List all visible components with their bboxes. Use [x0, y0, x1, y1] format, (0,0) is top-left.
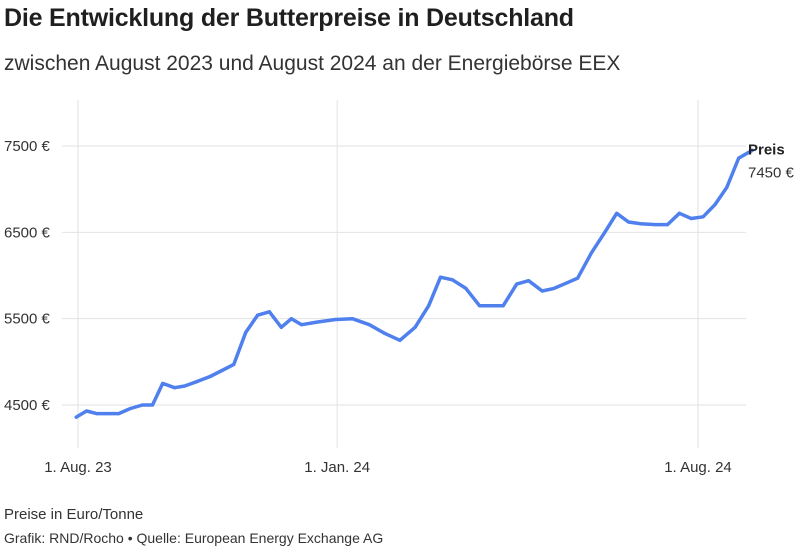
- data-point: [677, 211, 681, 215]
- data-point: [220, 368, 224, 373]
- unit-note: Preise in Euro/Tonne: [4, 506, 144, 523]
- y-tick-label: 5500 €: [4, 311, 51, 328]
- data-point: [105, 412, 109, 416]
- data-point: [438, 275, 443, 279]
- data-point: [279, 325, 283, 329]
- data-point: [413, 325, 417, 329]
- data-point: [638, 222, 643, 226]
- data-point: [194, 380, 199, 384]
- x-tick-label: 1. Jan. 24: [304, 459, 370, 476]
- data-point: [74, 415, 78, 419]
- x-tick-label: 1. Aug. 23: [44, 459, 112, 476]
- data-point: [603, 230, 607, 234]
- series-line-preis: [74, 148, 754, 419]
- data-point: [255, 313, 260, 317]
- data-point: [464, 286, 468, 291]
- data-point: [477, 304, 482, 308]
- data-point: [576, 276, 580, 280]
- data-point: [450, 278, 454, 282]
- data-point: [367, 323, 371, 327]
- data-point: [398, 338, 402, 342]
- data-point: [232, 362, 236, 367]
- data-point: [527, 279, 531, 283]
- data-point: [713, 203, 717, 207]
- data-point: [589, 251, 593, 255]
- grid: [62, 100, 746, 448]
- x-tick-label: 1. Aug. 24: [664, 459, 732, 476]
- data-point: [665, 222, 670, 227]
- data-point: [128, 406, 133, 411]
- x-axis-ticks: 1. Aug. 23 1. Jan. 24 1. Aug. 24: [44, 459, 732, 476]
- y-tick-label: 6500 €: [4, 224, 51, 241]
- data-point: [315, 320, 319, 324]
- chart-title: Die Entwicklung der Butterpreise in Deut…: [4, 4, 574, 32]
- source-credit: Grafik: RND/Rocho • Quelle: European Ene…: [4, 530, 384, 546]
- data-point: [333, 317, 338, 322]
- data-point: [300, 323, 304, 327]
- data-point: [552, 286, 556, 291]
- end-labels: Preis 7450 €: [748, 141, 795, 181]
- data-point: [701, 215, 705, 219]
- data-point: [737, 156, 741, 160]
- data-point: [383, 331, 387, 335]
- data-point: [183, 384, 187, 388]
- data-point: [172, 386, 177, 390]
- data-point: [654, 222, 658, 227]
- chart-subtitle: zwischen August 2023 und August 2024 an …: [4, 52, 621, 75]
- data-point: [289, 317, 294, 321]
- data-point: [540, 289, 544, 293]
- data-point: [117, 412, 121, 416]
- y-axis-ticks: 4500 € 5500 € 6500 € 7500 €: [4, 138, 51, 414]
- series-end-label: Preis: [748, 141, 785, 158]
- series-end-value: 7450 €: [748, 164, 795, 181]
- data-point: [350, 317, 355, 321]
- data-point: [208, 374, 212, 379]
- data-point: [725, 185, 729, 190]
- data-point: [750, 148, 754, 152]
- data-point: [564, 281, 568, 285]
- data-point: [84, 409, 89, 413]
- data-point: [140, 403, 144, 407]
- data-point: [501, 304, 505, 308]
- series-layer: [74, 148, 754, 419]
- y-tick-label: 7500 €: [4, 138, 51, 155]
- data-point: [515, 282, 519, 286]
- y-tick-label: 4500 €: [4, 397, 51, 414]
- data-point: [427, 304, 431, 308]
- data-point: [95, 412, 99, 416]
- data-point: [489, 304, 493, 308]
- data-point: [267, 310, 272, 314]
- data-point: [161, 381, 165, 386]
- data-point: [150, 403, 155, 407]
- line-chart: 4500 € 5500 € 6500 € 7500 € 1. Aug. 23 1. Ja…: [4, 100, 795, 476]
- data-point: [689, 216, 693, 221]
- data-point: [615, 211, 619, 215]
- data-point: [244, 330, 248, 335]
- data-point: [626, 220, 631, 224]
